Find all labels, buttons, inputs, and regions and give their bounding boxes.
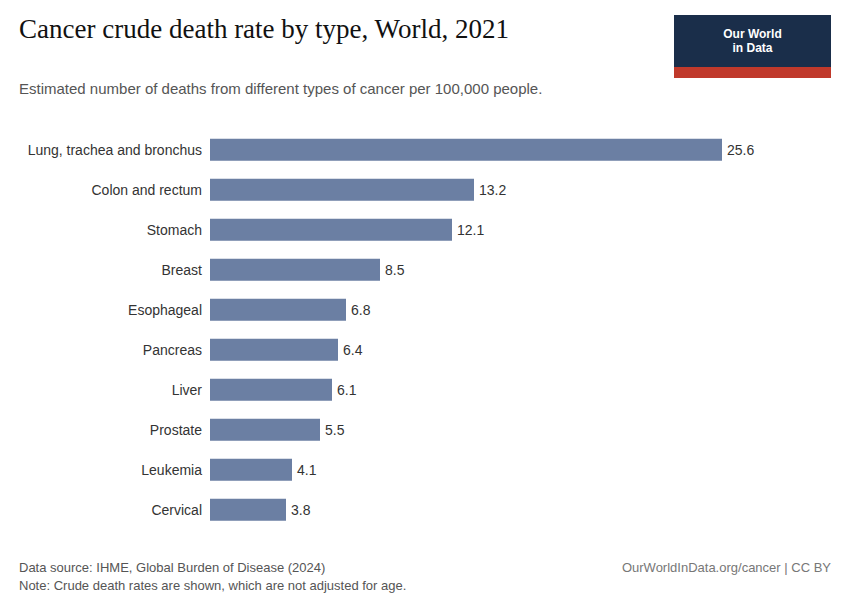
html-text:Cancer crude death rate by typ: Cancer crude death rate by type, World, … bbox=[19, 14, 509, 44]
svg-text:3.8: 3.8 bbox=[291, 502, 311, 518]
svg-text:Colon and rectum: Colon and rectum bbox=[91, 182, 202, 198]
svg-text:Esophageal: Esophageal bbox=[128, 302, 202, 318]
svg-text:Liver: Liver bbox=[172, 382, 203, 398]
svg-text:13.2: 13.2 bbox=[479, 182, 506, 198]
html-text:in Data: in Data bbox=[732, 41, 773, 55]
svg-text:6.4: 6.4 bbox=[343, 342, 363, 358]
html-text:Data source: IHME, Global Burd: Data source: IHME, Global Burden of Dise… bbox=[19, 560, 326, 575]
svg-text:Lung, trachea and bronchus: Lung, trachea and bronchus bbox=[28, 142, 202, 158]
html-text:OurWorldInData.org/cancer | CC: OurWorldInData.org/cancer | CC BY bbox=[621, 560, 831, 575]
svg-text:Breast: Breast bbox=[162, 262, 203, 278]
svg-text:12.1: 12.1 bbox=[457, 222, 484, 238]
svg-text:25.6: 25.6 bbox=[727, 142, 754, 158]
svg-text:6.1: 6.1 bbox=[337, 382, 357, 398]
html-text:Note: Crude death rates are sh: Note: Crude death rates are shown, which… bbox=[19, 578, 407, 593]
svg-text:Prostate: Prostate bbox=[150, 422, 202, 438]
svg-text:Leukemia: Leukemia bbox=[141, 462, 202, 478]
svg-text:8.5: 8.5 bbox=[385, 262, 405, 278]
html-text:Our World: Our World bbox=[723, 27, 782, 41]
svg-text:5.5: 5.5 bbox=[325, 422, 345, 438]
svg-text:Stomach: Stomach bbox=[147, 222, 202, 238]
html-text:Estimated number of deaths fro: Estimated number of deaths from differen… bbox=[19, 80, 543, 97]
svg-text:Cervical: Cervical bbox=[151, 502, 202, 518]
svg-text:4.1: 4.1 bbox=[297, 462, 317, 478]
svg-text:Pancreas: Pancreas bbox=[143, 342, 202, 358]
svg-text:6.8: 6.8 bbox=[351, 302, 371, 318]
